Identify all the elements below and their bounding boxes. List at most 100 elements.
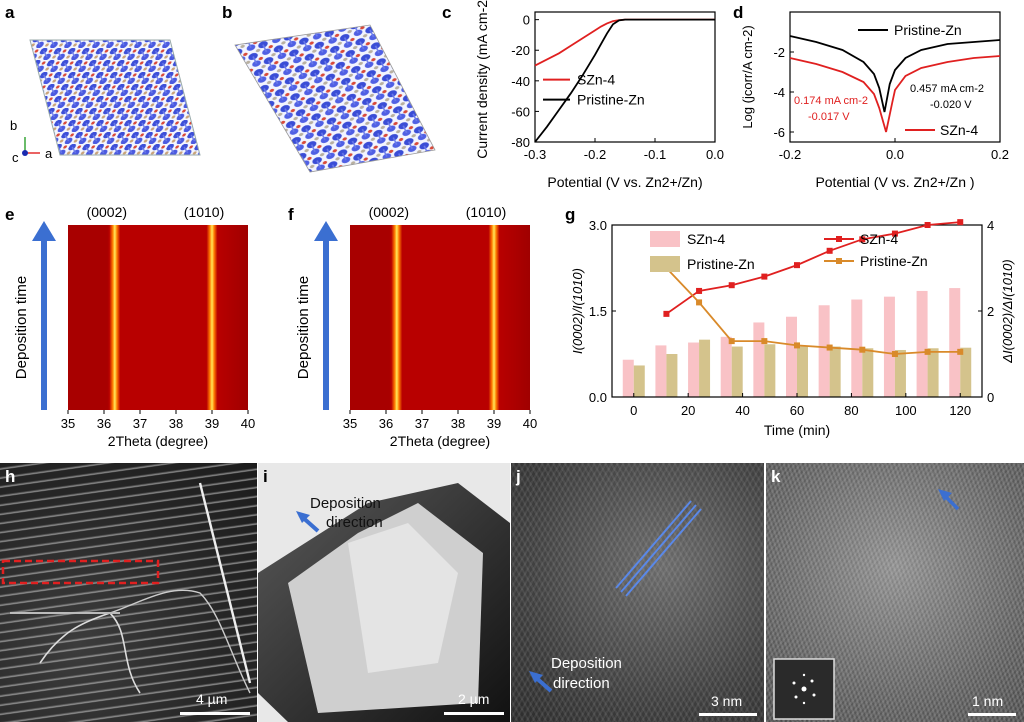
x-tick-label: 35 bbox=[61, 416, 75, 431]
deposition-arrow-head bbox=[314, 221, 338, 241]
y-tick-label: 3.0 bbox=[589, 218, 607, 233]
series-marker bbox=[728, 282, 735, 289]
x-axis-label: Potential (V vs. Zn2+/Zn ) bbox=[815, 174, 974, 190]
y2-tick-label: 2 bbox=[987, 304, 994, 319]
series-marker bbox=[957, 348, 964, 355]
series-marker bbox=[794, 262, 800, 269]
heatmap-body bbox=[68, 225, 248, 410]
polarization-chart-c: -0.3 -0.2 -0.1 0.0 0 -20 -40 -60 -80 SZn-4 Pristin… bbox=[474, 0, 724, 190]
annotation: 0.457 mA cm-2 bbox=[910, 83, 984, 95]
scale-label-j: 3 nm bbox=[711, 693, 743, 709]
deposition-label-j-2: direction bbox=[553, 675, 610, 692]
deposition-label-j-1: Deposition bbox=[551, 655, 622, 672]
y-tick-label: 0.0 bbox=[589, 390, 607, 405]
bar-SZn-4 bbox=[655, 345, 667, 397]
bar-SZn-4 bbox=[818, 305, 830, 397]
legend-swatch bbox=[650, 256, 680, 272]
bar-SZn-4 bbox=[622, 359, 634, 397]
x-tick-label: 80 bbox=[844, 403, 858, 418]
x-tick-label: 0.2 bbox=[991, 147, 1009, 162]
y2-tick-label: 0 bbox=[987, 390, 994, 405]
crystal-structure-b bbox=[234, 24, 436, 173]
heatmap-body bbox=[350, 225, 530, 410]
x-axis-label: Time (min) bbox=[764, 422, 830, 438]
bar-Pristine-Zn bbox=[666, 354, 678, 397]
series-marker bbox=[696, 287, 703, 294]
x-tick-label: 37 bbox=[133, 416, 147, 431]
crystal-structure-a: b c a bbox=[10, 39, 201, 165]
scale-bar-j bbox=[699, 713, 757, 716]
y-tick-label: -20 bbox=[511, 43, 530, 58]
y-tick-label: -60 bbox=[511, 104, 530, 119]
scale-bar-i bbox=[444, 712, 504, 715]
scale-label-k: 1 nm bbox=[972, 693, 1004, 709]
legend-label: SZn-4 bbox=[860, 231, 898, 247]
tafel-chart-d: -0.2 0.0 0.2 -2 -4 -6 Pristine-Zn SZn-4 0.174 mA… bbox=[740, 11, 1009, 190]
series-line-Pristine-Zn bbox=[789, 35, 1001, 113]
legend-label: Pristine-Zn bbox=[894, 22, 962, 38]
scale-bar-h bbox=[180, 712, 250, 715]
series-marker bbox=[957, 219, 964, 226]
bar-SZn-4 bbox=[786, 316, 797, 397]
bar-Pristine-Zn bbox=[960, 347, 972, 397]
x-tick-label: 0 bbox=[630, 403, 637, 418]
bar-Pristine-Zn bbox=[829, 346, 841, 397]
y-tick-label: -40 bbox=[511, 74, 530, 89]
axis-c-label: c bbox=[12, 150, 19, 165]
x-tick-label: 0.0 bbox=[886, 147, 904, 162]
axis-a-label: a bbox=[45, 146, 53, 161]
xrd-heatmap-f: (0002) (1010) 35 36 37 38 39 40 2Theta (degree) D… bbox=[295, 204, 537, 449]
bar-SZn-4 bbox=[916, 290, 928, 397]
y-tick-label: -80 bbox=[511, 135, 530, 150]
series-marker bbox=[826, 247, 833, 254]
bar-SZn-4 bbox=[720, 336, 732, 397]
intensity-ratio-chart-g: 0 20 40 60 80 100 120 0.0 1.5 3.0 0 2 4 SZn-4 Pristine… bbox=[570, 218, 1015, 438]
x-tick-label: 39 bbox=[205, 416, 219, 431]
scale-label-i: 2 µm bbox=[458, 691, 490, 707]
series-marker bbox=[891, 230, 898, 237]
x-axis-label: 2Theta (degree) bbox=[390, 433, 490, 449]
x-tick-label: 36 bbox=[97, 416, 111, 431]
y-tick-label: -2 bbox=[773, 45, 785, 60]
legend-label: SZn-4 bbox=[577, 72, 615, 88]
legend-label: Pristine-Zn bbox=[860, 253, 928, 269]
series-marker bbox=[826, 344, 833, 351]
x-tick-label: 40 bbox=[735, 403, 749, 418]
bar-SZn-4 bbox=[949, 288, 961, 397]
y-tick-label: -4 bbox=[773, 85, 785, 100]
panel-label-k: k bbox=[771, 467, 781, 486]
y-tick-label: -6 bbox=[773, 125, 785, 140]
legend-label: Pristine-Zn bbox=[687, 256, 755, 272]
series-line-SZn-4 bbox=[665, 221, 961, 315]
series-marker bbox=[728, 338, 735, 345]
direction-arrow-j bbox=[529, 671, 543, 683]
x-tick-label: 40 bbox=[523, 416, 537, 431]
y-axis-label: Deposition time bbox=[295, 276, 312, 379]
legend-marker bbox=[836, 236, 842, 242]
y-tick-label: 0 bbox=[523, 13, 530, 28]
x-axis-label: 2Theta (degree) bbox=[108, 433, 208, 449]
y2-tick-label: 4 bbox=[987, 218, 994, 233]
peak-label: (1010) bbox=[466, 204, 506, 220]
y-tick-label: 1.5 bbox=[589, 304, 607, 319]
plot-frame bbox=[534, 11, 716, 143]
series-marker bbox=[696, 299, 703, 306]
panel-label-a: a bbox=[5, 3, 15, 22]
bar-Pristine-Zn bbox=[797, 346, 808, 397]
series-marker bbox=[761, 338, 768, 345]
annotation: -0.017 V bbox=[808, 111, 850, 123]
legend-label: SZn-4 bbox=[687, 231, 725, 247]
series-marker bbox=[761, 273, 768, 280]
x-tick-label: 39 bbox=[487, 416, 501, 431]
xrd-heatmap-e: (0002) (1010) 35 36 37 38 39 40 2Theta (degree) D… bbox=[13, 204, 255, 449]
series-line-SZn-4 bbox=[789, 55, 1001, 133]
series-marker bbox=[663, 310, 670, 317]
peak-label: (0002) bbox=[369, 204, 409, 220]
series-marker bbox=[924, 348, 931, 355]
panel-label-d: d bbox=[733, 3, 744, 22]
series-line-SZn-4 bbox=[534, 18, 715, 67]
x-tick-label: 0.0 bbox=[706, 147, 724, 162]
x-tick-label: 20 bbox=[681, 403, 695, 418]
panel-label-b: b bbox=[222, 3, 233, 22]
panel-label-i: i bbox=[263, 467, 268, 486]
